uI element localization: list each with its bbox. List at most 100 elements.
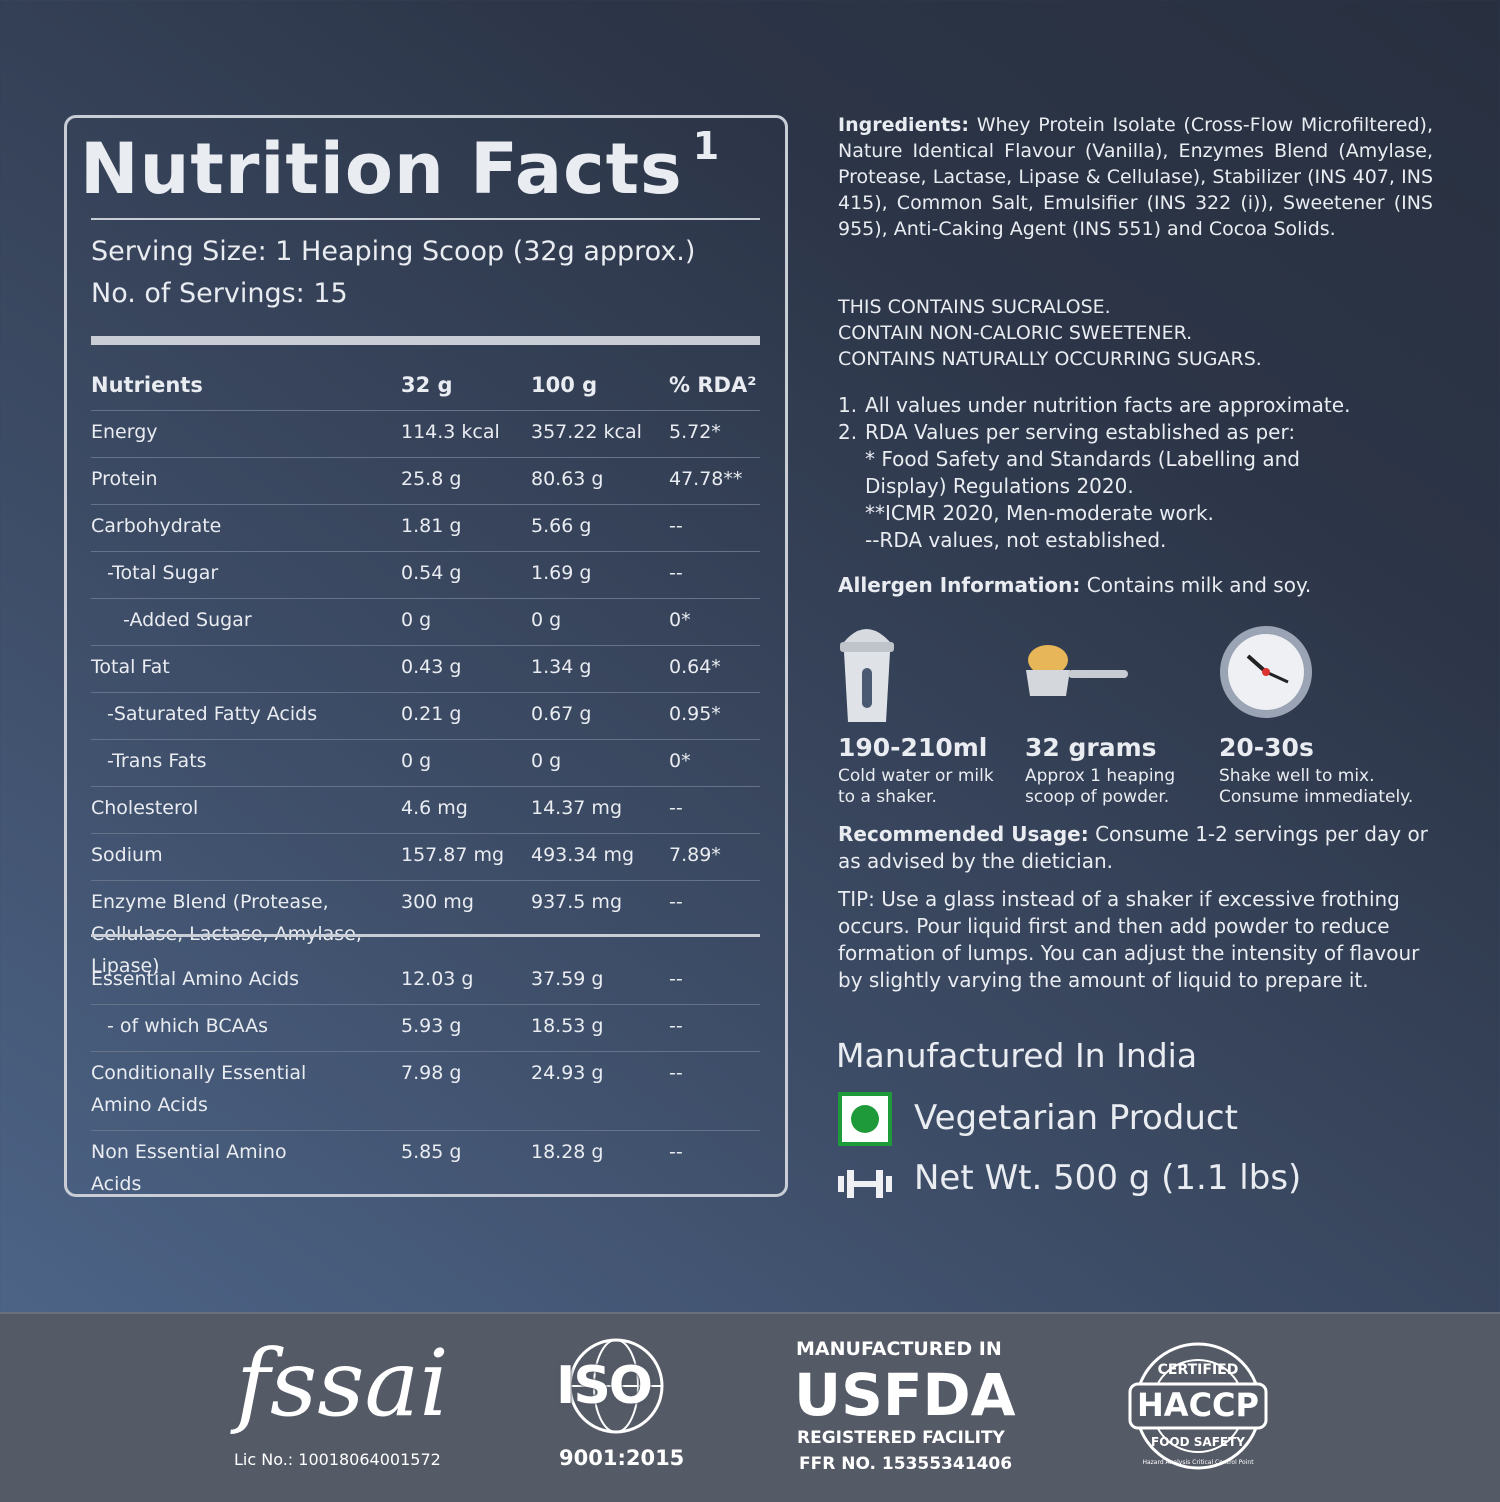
nutrient-name: -Saturated Fatty Acids <box>107 703 318 725</box>
divider <box>91 218 760 220</box>
nutrient-row: Sodium 157.87 mg 493.34 mg 7.89* <box>91 834 760 881</box>
nutrient-row: Conditionally Essential Amino Acids 7.98 … <box>91 1052 760 1131</box>
note-number: 2. <box>838 420 858 444</box>
nutrient-value: 24.93 g <box>531 1062 604 1084</box>
nutrient-name: -Total Sugar <box>107 562 219 584</box>
nutrient-value: 0 g <box>531 750 562 772</box>
title-text: Nutrition Facts <box>80 128 683 210</box>
nutrient-value: 4.6 mg <box>401 797 468 819</box>
manufactured: Manufactured In India <box>836 1036 1198 1075</box>
nutrient-name: - of which BCAAs <box>107 1015 269 1037</box>
nutrient-value: 1.34 g <box>531 656 592 678</box>
nutrient-name: Carbohydrate <box>91 515 222 537</box>
nutrient-value: 1.69 g <box>531 562 592 584</box>
nutrient-value: 0.21 g <box>401 703 462 725</box>
nutrient-row: -Total Sugar 0.54 g 1.69 g -- <box>91 552 760 599</box>
nutrient-value: 0* <box>669 609 691 631</box>
nutrient-value: 5.93 g <box>401 1015 462 1037</box>
nutrient-value: 0 g <box>401 609 432 631</box>
recommended-text: Consume 1-2 servings per day or as advis… <box>838 822 1428 873</box>
net-weight: Net Wt. 500 g (1.1 lbs) <box>914 1158 1302 1198</box>
ingredients-label: Ingredients: <box>838 114 969 136</box>
nutrient-name: -Added Sugar <box>123 609 252 631</box>
nutrient-value: 80.63 g <box>531 468 604 490</box>
usfda: USFDA <box>794 1361 1016 1429</box>
nutrient-value: 0 g <box>401 750 432 772</box>
column-header: 100 g <box>531 373 598 397</box>
nutrient-value: 0.64* <box>669 656 721 678</box>
nutrient-value: -- <box>669 1141 683 1163</box>
footer: fssai Lic No.: 10018064001572 ISO 9001:2… <box>0 1312 1500 1502</box>
nutrient-row: -Added Sugar 0 g 0 g 0* <box>91 599 760 646</box>
usage-value: 20-30s <box>1219 733 1314 762</box>
column-header: 32 g <box>401 373 453 397</box>
note: 2. RDA Values per serving established as … <box>838 419 1433 446</box>
nutrient-value: 157.87 mg <box>401 844 505 866</box>
nutrient-value: 12.03 g <box>401 968 474 990</box>
vegetarian: Vegetarian Product <box>914 1098 1238 1138</box>
nutrient-value: 5.66 g <box>531 515 592 537</box>
ingredients: Ingredients: Whey Protein Isolate (Cross… <box>838 112 1433 242</box>
warning: THIS CONTAINS SUCRALOSE. <box>838 296 1111 318</box>
usage-text: Approx 1 heaping scoop of powder. <box>1025 766 1176 807</box>
nutrient-value: 5.72* <box>669 421 721 443</box>
nutrient-row: Cholesterol 4.6 mg 14.37 mg -- <box>91 787 760 834</box>
usage-value: 190-210ml <box>838 733 988 762</box>
nutrient-value: 937.5 mg <box>531 891 623 913</box>
nutrient-name: Energy <box>91 421 158 443</box>
note-text: All values under nutrition facts are app… <box>865 393 1351 417</box>
allergen-label: Allergen Information: <box>838 573 1081 597</box>
note: 1. All values under nutrition facts are a… <box>838 392 1433 419</box>
table-header: Nutrients 32 g 100 g % RDA² <box>91 364 760 411</box>
usfda-sub: REGISTERED FACILITY <box>797 1428 1005 1448</box>
nutrient-value: 493.34 mg <box>531 844 635 866</box>
nutrient-value: 0.43 g <box>401 656 462 678</box>
haccp-bottom: FOOD SAFETY <box>1151 1435 1245 1449</box>
nutrient-row: Total Fat 0.43 g 1.34 g 0.64* <box>91 646 760 693</box>
nutrient-name: Protein <box>91 468 158 490</box>
note-number: 1. <box>838 393 858 417</box>
nutrient-value: 0* <box>669 750 691 772</box>
nutrient-value: -- <box>669 891 683 913</box>
nutrient-name: Non Essential Amino Acids <box>91 1141 287 1195</box>
iso-logo: ISO <box>556 1356 653 1416</box>
iso-number: 9001:2015 <box>559 1446 685 1470</box>
nutrient-value: -- <box>669 562 683 584</box>
column-header: % RDA² <box>669 373 757 397</box>
nutrient-value: 0.95* <box>669 703 721 725</box>
nutrient-row: Carbohydrate 1.81 g 5.66 g -- <box>91 505 760 552</box>
scoop-icon <box>1026 645 1128 696</box>
note-ref: * Food Safety and Standards (Labelling a… <box>865 447 1300 498</box>
nutrient-value: -- <box>669 968 683 990</box>
nutrient-name: Conditionally Essential Amino Acids <box>91 1062 307 1116</box>
haccp-text: HACCP <box>1137 1386 1259 1424</box>
haccp-top: CERTIFIED <box>1158 1362 1239 1378</box>
nutrient-value: 47.78** <box>669 468 743 490</box>
nutrient-value: 7.89* <box>669 844 721 866</box>
allergen: Allergen Information: Contains milk and … <box>838 572 1433 598</box>
usage-time: 20-30s Shake well to mix. Consume immedia… <box>1219 730 1439 808</box>
nutrient-name: -Trans Fats <box>107 750 207 772</box>
tip: TIP: Use a glass instead of a shaker if … <box>838 887 1420 992</box>
usage-text: Shake well to mix. Consume immediately. <box>1219 766 1414 807</box>
warning: CONTAINS NATURALLY OCCURRING SUGARS. <box>838 348 1262 370</box>
shaker-icon <box>840 629 894 722</box>
thick-divider <box>91 934 760 937</box>
nutrient-row: -Trans Fats 0 g 0 g 0* <box>91 740 760 787</box>
nutrient-value: 18.53 g <box>531 1015 604 1037</box>
weight-icon <box>838 1170 892 1198</box>
serving-size: Serving Size: 1 Heaping Scoop (32g appro… <box>91 236 696 267</box>
nutrient-value: -- <box>669 1062 683 1084</box>
fssai-logo: fssai <box>236 1330 449 1437</box>
nutrient-value: -- <box>669 797 683 819</box>
notes: 1. All values under nutrition facts are a… <box>838 392 1433 554</box>
usfda-ffr: FFR NO. 15355341406 <box>799 1454 1013 1474</box>
nutrient-value: -- <box>669 515 683 537</box>
column-header: Nutrients <box>91 373 203 397</box>
servings: No. of Servings: 15 <box>91 278 348 309</box>
nutrient-row: -Saturated Fatty Acids 0.21 g 0.67 g 0.95* <box>91 693 760 740</box>
recommended: Recommended Usage: Consume 1-2 servings … <box>838 821 1433 875</box>
nutrients-table: Nutrients 32 g 100 g % RDA² Energy 114.3 kcal… <box>91 364 760 991</box>
veg-icon <box>838 1092 892 1146</box>
